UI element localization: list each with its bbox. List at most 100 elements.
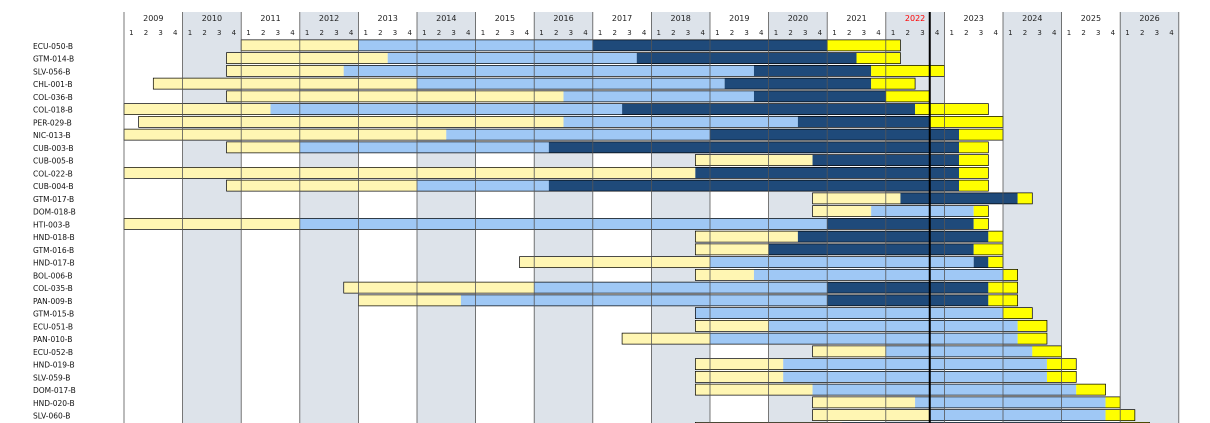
- year-label-2016: 2016: [553, 14, 573, 23]
- quarter-label-2025-q4: 4: [1111, 29, 1116, 37]
- segment-yellow: [959, 167, 989, 179]
- year-label-2010: 2010: [202, 14, 222, 23]
- segment-light_blue: [446, 129, 710, 141]
- project-label: HND-017-B: [33, 259, 75, 268]
- quarter-label-2017-q3: 3: [627, 29, 631, 37]
- project-bar-outline: [694, 422, 1150, 423]
- segment-dark_blue: [797, 231, 989, 243]
- segment-yellow: [1017, 333, 1047, 345]
- segment-light_blue: [695, 307, 1003, 319]
- segment-dark_blue: [827, 294, 989, 306]
- project-label: HND-019-B: [33, 361, 75, 370]
- project-bar-outline: [694, 269, 1018, 281]
- segment-dark_blue: [900, 192, 1018, 204]
- project-label: SLV-056-B: [33, 67, 70, 76]
- segment-dark_blue: [636, 52, 857, 64]
- project-label: DOM-017-B: [33, 386, 76, 395]
- quarter-label-2026-q1: 1: [1125, 29, 1129, 37]
- segment-light_blue: [299, 218, 828, 230]
- segment-yellow: [915, 103, 989, 115]
- segment-yellow: [988, 231, 1003, 243]
- quarter-label-2019-q1: 1: [715, 29, 719, 37]
- quarter-label-2022-q3: 3: [920, 29, 924, 37]
- segment-light_blue: [417, 180, 549, 192]
- quarter-label-2012-q2: 2: [320, 29, 324, 37]
- project-label: PER-029-B: [33, 118, 72, 127]
- segment-light_blue: [710, 333, 1018, 345]
- quarter-label-2023-q4: 4: [993, 29, 998, 37]
- segment-yellow: [1003, 269, 1018, 281]
- quarter-label-2023-q2: 2: [964, 29, 968, 37]
- year-label-2012: 2012: [319, 14, 339, 23]
- segment-light_yellow: [226, 141, 300, 153]
- quarter-label-2009-q1: 1: [129, 29, 133, 37]
- quarter-label-2017-q1: 1: [598, 29, 602, 37]
- year-label-2018: 2018: [671, 14, 691, 23]
- segment-light_blue: [563, 90, 754, 102]
- segment-dark_blue: [710, 129, 960, 141]
- segment-light_yellow: [812, 396, 916, 408]
- project-label: SLV-059-B: [33, 373, 70, 382]
- segment-light_yellow: [519, 256, 710, 268]
- project-label: ECU-051-B: [33, 322, 73, 331]
- segment-light_yellow: [124, 218, 300, 230]
- quarter-label-2026-q4: 4: [1169, 29, 1174, 37]
- quarter-label-2014-q4: 4: [466, 29, 471, 37]
- project-bar-outline: [694, 307, 1033, 319]
- segment-light_yellow: [695, 269, 754, 281]
- segment-light_yellow: [343, 282, 535, 294]
- segment-light_blue: [753, 269, 1003, 281]
- quarter-label-2013-q4: 4: [407, 29, 412, 37]
- quarter-label-2019-q2: 2: [730, 29, 734, 37]
- quarter-label-2024-q2: 2: [1023, 29, 1027, 37]
- quarter-label-2020-q4: 4: [818, 29, 823, 37]
- segment-yellow: [827, 39, 901, 51]
- year-label-2019: 2019: [729, 14, 749, 23]
- year-shade-2026: [1120, 12, 1179, 423]
- segment-light_blue: [710, 256, 974, 268]
- segment-light_blue: [915, 396, 1106, 408]
- project-label: COL-036-B: [33, 93, 73, 102]
- segment-light_blue: [387, 52, 637, 64]
- quarter-label-2013-q1: 1: [363, 29, 367, 37]
- segment-light_yellow: [695, 243, 769, 255]
- project-label: NIC-013-B: [33, 131, 71, 140]
- quarter-label-2021-q1: 1: [832, 29, 836, 37]
- project-label: HND-018-B: [33, 233, 75, 242]
- segment-light_blue: [871, 205, 974, 217]
- quarter-label-2020-q1: 1: [774, 29, 778, 37]
- segment-yellow: [959, 129, 1003, 141]
- quarter-label-2018-q4: 4: [700, 29, 705, 37]
- quarter-label-2023-q1: 1: [949, 29, 953, 37]
- quarter-label-2010-q3: 3: [217, 29, 221, 37]
- segment-light_yellow: [226, 65, 344, 77]
- quarter-label-2011-q4: 4: [290, 29, 295, 37]
- segment-yellow: [1017, 320, 1047, 332]
- quarter-label-2016-q2: 2: [554, 29, 558, 37]
- quarter-label-2009-q2: 2: [144, 29, 148, 37]
- project-label: SLV-060-B: [33, 412, 70, 421]
- quarter-label-2012-q1: 1: [305, 29, 309, 37]
- quarter-label-2021-q3: 3: [862, 29, 866, 37]
- quarter-label-2016-q3: 3: [569, 29, 573, 37]
- quarter-label-2026-q2: 2: [1140, 29, 1144, 37]
- project-bar-outline: [694, 154, 989, 166]
- quarter-label-2012-q4: 4: [349, 29, 354, 37]
- segment-light_yellow: [812, 409, 930, 421]
- quarter-label-2022-q2: 2: [906, 29, 910, 37]
- quarter-label-2015-q4: 4: [525, 29, 530, 37]
- year-label-2009: 2009: [143, 14, 163, 23]
- segment-light_blue: [534, 282, 828, 294]
- segment-yellow: [973, 218, 989, 230]
- quarter-label-2021-q2: 2: [847, 29, 851, 37]
- quarter-label-2018-q2: 2: [671, 29, 675, 37]
- project-label: COL-035-B: [33, 284, 73, 293]
- project-bar-outline: [343, 281, 1019, 294]
- quarter-label-2018-q1: 1: [656, 29, 660, 37]
- quarter-label-2012-q3: 3: [334, 29, 338, 37]
- segment-yellow: [1017, 192, 1033, 204]
- segment-yellow: [1003, 307, 1033, 319]
- year-label-2025: 2025: [1081, 14, 1101, 23]
- quarter-label-2015-q2: 2: [495, 29, 499, 37]
